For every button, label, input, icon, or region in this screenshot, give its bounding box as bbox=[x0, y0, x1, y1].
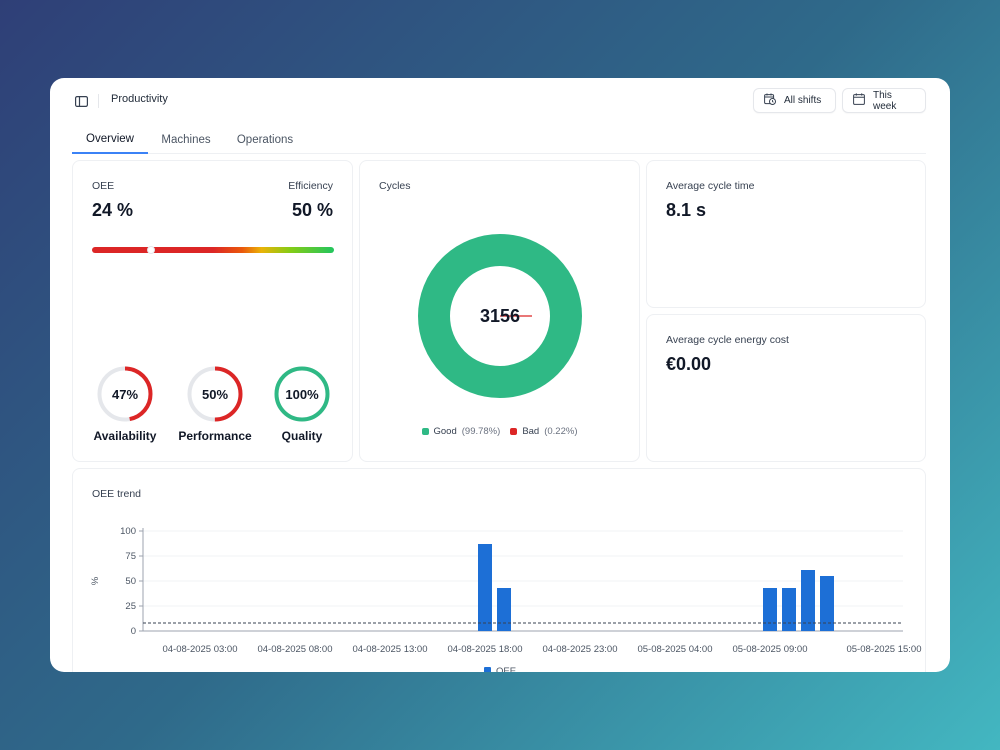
x-tick-label: 05-08-2025 15:00 bbox=[846, 644, 921, 655]
legend-good-label: Good bbox=[433, 426, 457, 437]
cycles-total: 3156 bbox=[479, 305, 521, 326]
availability-ring bbox=[97, 366, 153, 422]
y-tick-label: 0 bbox=[131, 626, 136, 637]
x-tick-label: 04-08-2025 13:00 bbox=[352, 644, 427, 655]
oee-bar bbox=[801, 570, 815, 631]
avg-energy-cost-card: Average cycle energy cost €0.00 bbox=[646, 314, 926, 462]
divider bbox=[98, 94, 99, 108]
donut-good-segment bbox=[418, 234, 582, 398]
oee-card: OEE 24 % Efficiency 50 % 47% Availabilit… bbox=[72, 160, 353, 462]
calendar-icon bbox=[853, 93, 865, 108]
oee-bar bbox=[763, 588, 777, 631]
shifts-filter-button[interactable]: All shifts bbox=[753, 88, 836, 113]
performance-label: Performance bbox=[178, 429, 252, 443]
legend-oee-swatch bbox=[484, 667, 491, 672]
period-filter-button[interactable]: This week bbox=[842, 88, 926, 113]
app-window: Productivity All shifts bbox=[50, 78, 950, 672]
shifts-filter-label: All shifts bbox=[784, 95, 822, 106]
oee-label: OEE bbox=[92, 180, 115, 192]
oee-value: 24 % bbox=[92, 200, 134, 220]
x-tick-label: 05-08-2025 04:00 bbox=[637, 644, 712, 655]
legend-bad-pct: (0.22%) bbox=[544, 426, 578, 437]
cycles-legend: Good (99.78%) Bad (0.22%) bbox=[360, 426, 639, 437]
oee-bar bbox=[497, 588, 511, 631]
oee-bar bbox=[782, 588, 796, 631]
performance-ring bbox=[187, 366, 243, 422]
legend-good-pct: (99.78%) bbox=[461, 426, 501, 437]
y-tick-label: 75 bbox=[125, 551, 136, 562]
performance-gauge: 50% Performance bbox=[178, 365, 252, 445]
period-filter-label: This week bbox=[873, 89, 897, 112]
availability-value: 47% bbox=[111, 386, 139, 402]
cycles-card: Cycles 3156 Good (99.78%) Bad (0.22%) bbox=[359, 160, 640, 462]
avg-cycle-time-value: 8.1 s bbox=[666, 200, 707, 220]
oee-bar bbox=[820, 576, 834, 631]
oee-bar bbox=[478, 544, 492, 631]
quality-ring bbox=[274, 366, 330, 422]
oee-trend-title: OEE trend bbox=[92, 488, 142, 500]
legend-oee-label: OEE bbox=[496, 666, 516, 672]
legend-bad-swatch bbox=[510, 428, 518, 435]
oee-progress-marker bbox=[146, 246, 155, 254]
tab-machines[interactable]: Machines bbox=[161, 134, 211, 146]
oee-progress-bar bbox=[92, 246, 334, 254]
calendar-clock-icon bbox=[764, 93, 776, 108]
quality-label: Quality bbox=[281, 429, 323, 443]
x-tick-label: 04-08-2025 03:00 bbox=[162, 644, 237, 655]
legend-bad-label: Bad bbox=[522, 426, 540, 437]
availability-label: Availability bbox=[93, 429, 157, 443]
sidebar-toggle-icon[interactable] bbox=[72, 93, 90, 109]
legend-bad[interactable]: Bad (0.22%) bbox=[510, 426, 577, 437]
cycles-label: Cycles bbox=[379, 180, 411, 192]
x-tick-label: 04-08-2025 23:00 bbox=[542, 644, 617, 655]
oee-trend-chart: 0 25 50 75 100% 04-08-2025 03:00 04-08-2025 08… bbox=[90, 526, 922, 672]
performance-value: 50% bbox=[201, 386, 229, 402]
quality-gauge: 100% Quality bbox=[273, 365, 331, 445]
top-bar: Productivity All shifts bbox=[50, 78, 950, 124]
page-title: Productivity bbox=[111, 93, 168, 105]
avg-cycle-time-card: Average cycle time 8.1 s bbox=[646, 160, 926, 308]
y-tick-label: 100 bbox=[120, 526, 136, 537]
legend-good-swatch bbox=[421, 428, 429, 435]
y-tick-label: 25 bbox=[125, 601, 136, 612]
avg-energy-cost-label: Average cycle energy cost bbox=[666, 334, 789, 346]
tab-overview[interactable]: Overview bbox=[72, 126, 148, 154]
availability-gauge: 47% Availability bbox=[93, 365, 157, 445]
efficiency-value: 50 % bbox=[291, 200, 333, 220]
tab-bar: Overview Machines Operations bbox=[72, 126, 926, 154]
x-tick-label: 05-08-2025 09:00 bbox=[732, 644, 807, 655]
y-axis-label: % bbox=[90, 576, 101, 585]
efficiency-label: Efficiency bbox=[288, 180, 333, 192]
y-tick-label: 50 bbox=[125, 576, 136, 587]
x-tick-label: 04-08-2025 18:00 bbox=[447, 644, 522, 655]
quality-value: 100% bbox=[285, 386, 319, 402]
legend-good[interactable]: Good (99.78%) bbox=[421, 426, 501, 437]
avg-cycle-time-label: Average cycle time bbox=[666, 180, 755, 192]
cycles-donut-chart bbox=[418, 234, 582, 398]
x-tick-label: 04-08-2025 08:00 bbox=[257, 644, 332, 655]
avg-energy-cost-value: €0.00 bbox=[666, 354, 712, 374]
oee-trend-card: OEE trend 0 25 50 75 100% 04-08-2025 03:00 04-… bbox=[72, 468, 926, 672]
tab-operations[interactable]: Operations bbox=[236, 134, 294, 146]
